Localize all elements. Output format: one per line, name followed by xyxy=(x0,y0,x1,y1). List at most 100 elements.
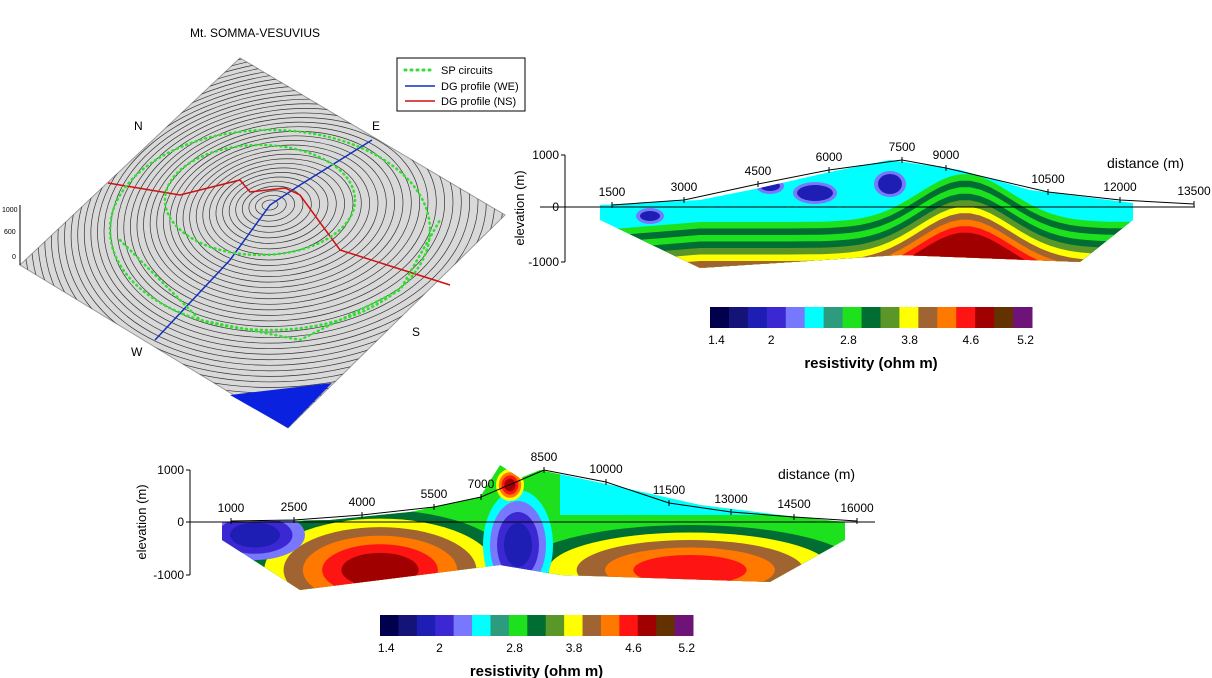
contour xyxy=(156,126,412,300)
map-title: Mt. SOMMA-VESUVIUS xyxy=(190,26,320,40)
colorbar-swatch xyxy=(527,615,547,636)
legend-label: DG profile (NS) xyxy=(441,96,516,108)
colorbar-swatch xyxy=(674,615,694,636)
x-tick-label: 13500 xyxy=(1177,184,1211,198)
compass-label: N xyxy=(134,119,143,133)
z-tick-label: 1000 xyxy=(2,207,18,214)
colorbar-swatch xyxy=(435,615,455,636)
contour xyxy=(51,58,505,388)
contour xyxy=(241,185,304,228)
distance-label: distance (m) xyxy=(1107,155,1184,171)
map: Mt. SOMMA-VESUVIUS SP circuits DG profil… xyxy=(2,26,526,429)
colorbar-swatch xyxy=(710,307,730,328)
resistivity-blob xyxy=(760,181,780,191)
colorbar-tick-label: 4.6 xyxy=(625,641,642,655)
colorbar-tick-label: 2 xyxy=(436,641,443,655)
contour xyxy=(248,190,295,222)
colorbar-swatch xyxy=(545,615,565,636)
x-tick-label: 1500 xyxy=(599,185,626,199)
colorbar-swatch xyxy=(804,307,825,328)
x-tick-label: 8500 xyxy=(531,450,558,464)
x-tick-label: 2500 xyxy=(281,500,308,514)
x-tick-label: 10000 xyxy=(589,462,623,476)
colorbar-tick-label: 5.2 xyxy=(678,641,695,655)
colorbar-swatch xyxy=(1013,307,1033,328)
y-tick-label: 0 xyxy=(552,200,559,214)
compass-label: E xyxy=(372,119,380,133)
colorbar-swatch xyxy=(785,307,806,328)
resistivity-blob xyxy=(230,522,280,548)
resistivity-blob xyxy=(341,552,419,588)
colorbar-swatch xyxy=(398,615,418,636)
contour xyxy=(228,176,320,239)
colorbar-swatch xyxy=(747,307,768,328)
contour xyxy=(235,181,312,233)
x-tick-label: 4000 xyxy=(349,495,376,509)
resistivity-blob xyxy=(640,211,660,221)
resistivity-blob xyxy=(797,185,833,201)
contour xyxy=(116,98,462,333)
x-tick-label: 11500 xyxy=(653,483,686,497)
colorbar-swatch xyxy=(975,307,995,328)
contour xyxy=(215,167,337,250)
section-ns xyxy=(600,160,1133,268)
colorbar-label: resistivity (ohm m) xyxy=(804,355,937,372)
colorbar-swatch xyxy=(956,307,976,328)
section-we xyxy=(222,465,845,590)
colorbar-swatch xyxy=(937,307,957,328)
contour xyxy=(202,158,354,261)
contour xyxy=(189,149,370,272)
x-tick-label: 10500 xyxy=(1031,172,1065,186)
colorbar-tick-label: 5.2 xyxy=(1017,333,1034,347)
resistivity-band xyxy=(600,219,1133,268)
z-tick-label: 0 xyxy=(12,254,16,261)
colorbar-swatch xyxy=(582,615,602,636)
x-tick-label: 7500 xyxy=(889,140,916,154)
x-tick-label: 9000 xyxy=(933,148,960,162)
legend-label: DG profile (WE) xyxy=(441,81,519,93)
compass-label: S xyxy=(412,325,420,339)
elevation-label: elevation (m) xyxy=(512,170,527,245)
colorbar-swatch xyxy=(899,307,919,328)
y-tick-label: 0 xyxy=(177,515,184,529)
x-tick-label: 3000 xyxy=(671,180,698,194)
colorbar-swatch xyxy=(994,307,1014,328)
x-tick-label: 14500 xyxy=(777,497,811,511)
colorbar-swatch xyxy=(728,307,749,328)
colorbar-tick-label: 3.8 xyxy=(901,333,918,347)
colorbar-swatch xyxy=(842,307,863,328)
colorbar-swatch xyxy=(600,615,620,636)
colorbar-swatch xyxy=(637,615,657,636)
colorbar-swatch xyxy=(823,307,844,328)
x-tick-label: 4500 xyxy=(745,164,772,178)
colorbar-swatch xyxy=(380,615,399,636)
colorbar-swatch xyxy=(490,615,510,636)
colorbar-swatch xyxy=(880,307,900,328)
colorbar-tick-label: 1.4 xyxy=(378,641,395,655)
colorbar-swatch xyxy=(766,307,787,328)
colorbar-swatch xyxy=(472,615,491,636)
compass-label: W xyxy=(131,345,143,359)
resistivity-blob xyxy=(878,174,902,194)
contour xyxy=(123,103,454,327)
colorbar-swatch xyxy=(453,615,473,636)
x-tick-label: 5500 xyxy=(421,487,448,501)
resistivity-blob xyxy=(504,523,532,567)
y-tick-label: -1000 xyxy=(528,255,559,269)
contour xyxy=(255,194,287,216)
colorbar-tick-label: 2.8 xyxy=(840,333,857,347)
colorbar-tick-label: 2 xyxy=(768,333,775,347)
contour xyxy=(162,130,404,294)
contour xyxy=(195,153,362,266)
legend-label: SP circuits xyxy=(441,65,493,77)
contour xyxy=(222,172,329,244)
colorbar-tick-label: 3.8 xyxy=(566,641,583,655)
z-tick-label: 600 xyxy=(4,229,16,236)
contour xyxy=(136,112,437,316)
x-tick-label: 6000 xyxy=(816,150,843,164)
x-tick-label: 7000 xyxy=(468,477,495,491)
x-tick-label: 16000 xyxy=(840,501,874,515)
colorbar-swatch xyxy=(918,307,938,328)
y-tick-label: 1000 xyxy=(532,148,559,162)
